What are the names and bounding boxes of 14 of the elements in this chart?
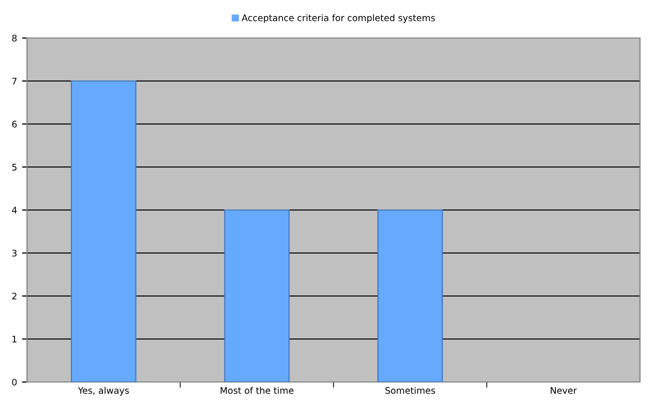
x-tick-label: Yes, always [78, 386, 129, 396]
y-tick-label: 7 [12, 78, 17, 84]
y-tick-label: 1 [12, 336, 16, 342]
x-tick-label: Most of the time [220, 386, 294, 394]
x-tick-label: Never [550, 387, 577, 394]
y-tick-label: 4 [12, 206, 17, 214]
y-tick-label: 6 [12, 120, 17, 128]
y-tick-label: 2 [12, 292, 16, 300]
y-tick-label: 5 [12, 164, 16, 171]
y-tick-label: 3 [12, 250, 17, 257]
y-tick-label: 0 [12, 378, 17, 386]
y-tick-label: 8 [12, 34, 17, 42]
x-tick-label: Sometimes [385, 386, 436, 394]
legend-label: Acceptance criteria for completed systems [242, 14, 435, 23]
